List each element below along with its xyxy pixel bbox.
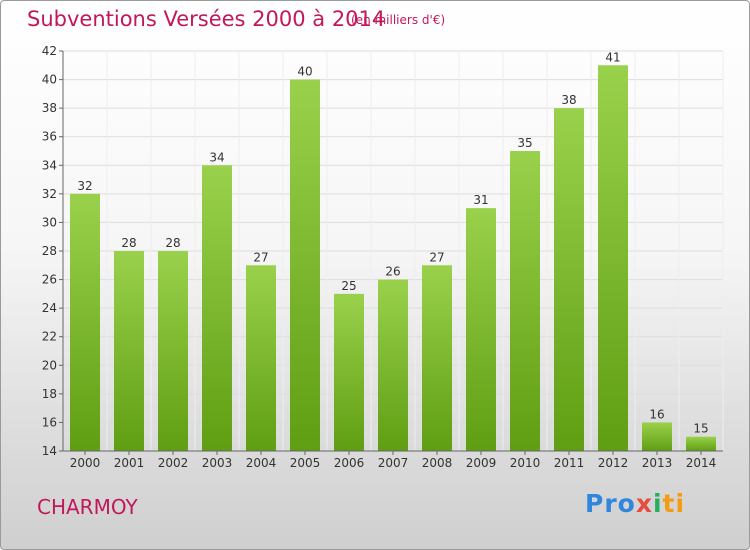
bar-2004 (246, 265, 276, 451)
y-tick-label: 26 (42, 273, 57, 287)
x-tick-label: 2008 (422, 456, 453, 470)
bar-2002 (158, 251, 188, 451)
bar-2008 (422, 265, 452, 451)
chart-title: Subventions Versées 2000 à 2014 (27, 7, 386, 31)
y-tick-label: 40 (42, 73, 57, 87)
bars-group (70, 65, 716, 452)
data-label: 28 (121, 236, 136, 250)
y-tick-label: 34 (42, 158, 57, 172)
data-label: 40 (297, 65, 312, 79)
data-label: 27 (429, 250, 444, 264)
data-label: 41 (605, 50, 620, 64)
y-tick-label: 36 (42, 130, 57, 144)
x-tick-label: 2005 (290, 456, 321, 470)
labels-group: 14 16 18 20 22 24 26 28 30 32 34 36 38 40 42 32 2000 28 20… (42, 44, 717, 470)
data-label: 28 (165, 236, 180, 250)
data-label: 16 (649, 407, 664, 421)
data-label: 27 (253, 250, 268, 264)
x-tick-label: 2004 (246, 456, 277, 470)
bar-2007 (378, 279, 408, 451)
axes (59, 50, 723, 455)
x-tick-label: 2013 (642, 456, 673, 470)
y-tick-label: 42 (42, 44, 57, 58)
y-tick-label: 32 (42, 187, 57, 201)
bar-2013 (642, 422, 672, 451)
y-tick-label: 18 (42, 387, 57, 401)
commune-name: CHARMOY (37, 495, 138, 519)
bar-2006 (334, 293, 364, 451)
x-tick-label: 2011 (554, 456, 585, 470)
data-label: 35 (517, 136, 532, 150)
bar-2005 (290, 79, 320, 452)
x-tick-label: 2010 (510, 456, 541, 470)
y-tick-label: 24 (42, 301, 57, 315)
data-label: 32 (77, 179, 92, 193)
bar-2012 (598, 65, 628, 452)
data-label: 34 (209, 150, 224, 164)
chart-subtitle: (en milliers d'€) (351, 13, 446, 27)
y-tick-label: 38 (42, 101, 57, 115)
y-tick-label: 30 (42, 215, 57, 229)
y-tick-label: 28 (42, 244, 57, 258)
data-label: 26 (385, 265, 400, 279)
x-tick-label: 2002 (158, 456, 189, 470)
x-tick-label: 2001 (114, 456, 145, 470)
bar-2014 (686, 436, 716, 451)
x-tick-label: 2012 (598, 456, 629, 470)
bar-2003 (202, 165, 232, 452)
bar-2010 (510, 151, 540, 451)
x-tick-label: 2006 (334, 456, 365, 470)
x-tick-label: 2003 (202, 456, 233, 470)
y-tick-label: 14 (42, 444, 57, 458)
x-tick-label: 2007 (378, 456, 409, 470)
x-tick-label: 2000 (70, 456, 101, 470)
proxiti-logo[interactable]: Proxiti (585, 489, 686, 518)
bar-2001 (114, 251, 144, 451)
y-tick-label: 20 (42, 358, 57, 372)
bar-2011 (554, 108, 584, 452)
data-label: 25 (341, 279, 356, 293)
y-tick-label: 22 (42, 330, 57, 344)
data-label: 38 (561, 93, 576, 107)
bar-2000 (70, 193, 100, 451)
data-label: 15 (693, 422, 708, 436)
data-label: 31 (473, 193, 488, 207)
y-tick-label: 16 (42, 415, 57, 429)
x-tick-label: 2014 (686, 456, 717, 470)
bar-2009 (466, 208, 496, 451)
x-tick-label: 2009 (466, 456, 497, 470)
